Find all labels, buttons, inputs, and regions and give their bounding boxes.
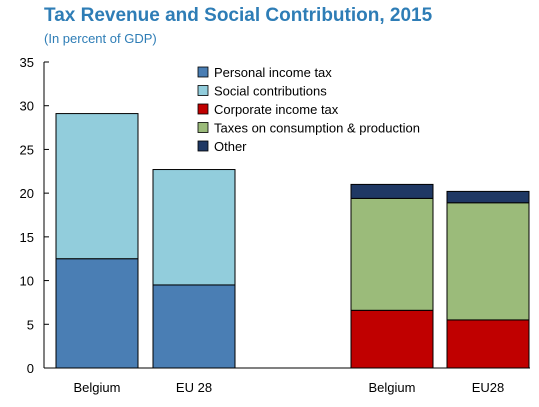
chart-title: Tax Revenue and Social Contribution, 201… [44,5,433,26]
y-tick-label: 15 [20,230,34,245]
legend-swatch [197,140,209,152]
bar-segment [55,258,139,369]
y-tick-label: 35 [20,55,34,70]
bar-segment [350,183,434,199]
bars [55,113,530,369]
bar-segment [152,284,236,369]
legend-label: Social contributions [214,84,327,99]
legend-swatch [197,122,209,133]
legend-swatch [197,103,209,115]
bar-segment [446,190,530,204]
x-category-label: EU28 [472,380,505,395]
y-tick-label: 20 [20,186,34,201]
legend-label: Other [214,139,247,154]
legend-swatch [197,66,209,78]
legend-label: Taxes on consumption & production [214,121,420,136]
x-category-label: Belgium [369,380,416,395]
legend-swatch [197,85,209,96]
y-tick-label: 0 [27,361,34,376]
y-tick-label: 10 [20,274,34,289]
y-tick-label: 5 [27,317,34,332]
bar-segment [446,319,530,369]
x-category-label: Belgium [74,380,121,395]
bar-segment [350,197,434,311]
y-tick-label: 25 [20,142,34,157]
bar-segment [152,169,236,286]
legend-label: Personal income tax [214,65,332,80]
legend: Personal income tax Social contributions C… [197,65,420,154]
bar-segment [446,202,530,321]
legend-label: Corporate income tax [214,102,339,117]
x-category-label: EU 28 [176,380,212,395]
bar-segment [350,309,434,369]
chart-subtitle: (In percent of GDP) [44,31,157,46]
y-tick-label: 30 [20,99,34,114]
bar-segment [55,113,139,260]
